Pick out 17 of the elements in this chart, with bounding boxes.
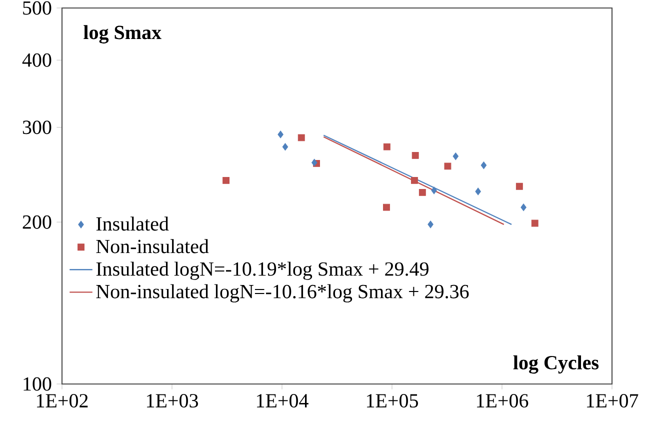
y-tick-label: 200 bbox=[22, 215, 52, 229]
y-tick-label: 400 bbox=[22, 53, 52, 67]
x-tick-label: 1E+06 bbox=[477, 394, 528, 408]
y-tick-label: 300 bbox=[22, 120, 52, 134]
y-tick-label: 500 bbox=[23, 1, 52, 15]
x-tick-label: 1E+04 bbox=[257, 394, 308, 408]
x-axis-title: log Cycles bbox=[513, 355, 599, 374]
legend-label: Insulated logN=-10.19*log Smax + 29.49 bbox=[96, 262, 428, 280]
legend-label: Non-insulated logN=-10.16*log Smax + 29.36 bbox=[96, 284, 469, 302]
x-tick-label: 1E+02 bbox=[37, 394, 88, 408]
legend-label: Non-insulated bbox=[96, 239, 209, 254]
x-tick-label: 1E+05 bbox=[367, 394, 418, 408]
y-axis-title: log Smax bbox=[84, 25, 162, 44]
x-tick-label: 1E+03 bbox=[147, 394, 198, 408]
y-tick-label: 100 bbox=[24, 377, 52, 391]
legend-label: Insulated bbox=[96, 216, 169, 231]
x-tick-label: 1E+07 bbox=[587, 394, 638, 408]
